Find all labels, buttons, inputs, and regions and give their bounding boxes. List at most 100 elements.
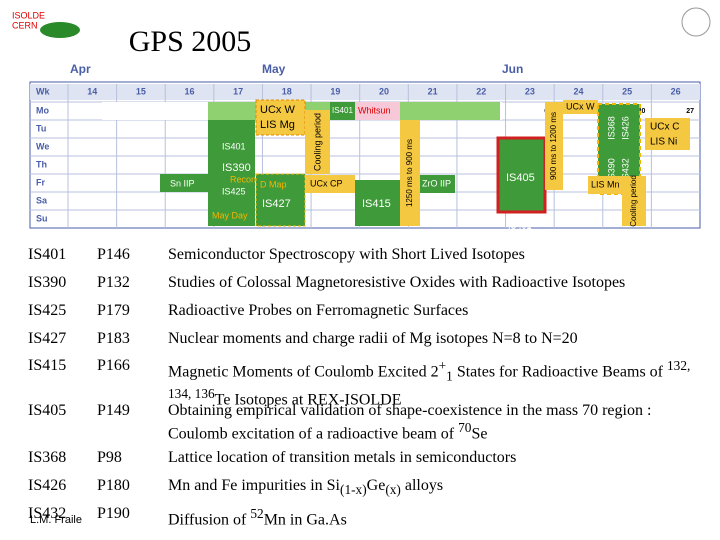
text: Magnetic Moments of Coulomb Excited 2	[168, 363, 439, 381]
footer: L.M. Fraile	[30, 514, 82, 526]
proposal: P190	[97, 505, 130, 522]
block-label: LIS Ni	[650, 137, 677, 148]
block-label: Whitsun	[358, 105, 391, 115]
block-label: ZrO IIP	[422, 178, 451, 188]
week-number: 20	[379, 86, 389, 96]
block-label: UCx C	[650, 122, 679, 133]
block-label: IS401	[222, 141, 246, 151]
week-label: Wk	[36, 86, 50, 96]
description: Studies of Colossal Magnetoresistive Oxi…	[168, 274, 698, 291]
text: States for Radioactive Beams of	[452, 363, 667, 381]
logo-box	[10, 12, 56, 26]
text: Nuclear moments and charge radii of Mg i…	[168, 330, 578, 347]
block-label: IS368	[606, 116, 616, 140]
experiment: IS368	[28, 449, 67, 466]
logo-text: CERN	[12, 20, 38, 30]
text: Radioactive Probes on Ferromagnetic Surf…	[168, 302, 469, 319]
block-label: IS426	[620, 116, 630, 140]
block	[305, 110, 330, 174]
month-label: Jun	[502, 62, 523, 76]
experiment: IS390	[28, 274, 67, 291]
experiment: IS425	[28, 302, 67, 319]
block	[563, 100, 598, 114]
superscript: 70	[458, 420, 472, 435]
week-number: 25	[622, 86, 632, 96]
date-label: 20	[638, 108, 646, 115]
block-label: IS401	[332, 106, 353, 115]
text: Mn and Fe impurities in Si	[168, 477, 340, 494]
block	[545, 102, 563, 190]
superscript: +	[438, 358, 447, 373]
proposal: P146	[97, 246, 130, 263]
block	[645, 118, 690, 150]
day-label: Sa	[36, 195, 48, 205]
block-label: UCx W	[260, 104, 295, 116]
block-label: IS427	[262, 198, 291, 210]
superscript: 52	[250, 506, 264, 521]
block	[355, 102, 400, 120]
experiment: IS427	[28, 330, 67, 347]
block	[588, 176, 622, 194]
text: Ge	[366, 477, 386, 494]
block	[255, 99, 306, 136]
block-label: LIS Mg	[260, 119, 295, 131]
text: Se	[471, 425, 488, 443]
week-number: 22	[476, 86, 486, 96]
experiment: IS415	[28, 357, 67, 374]
block-label: IS425	[222, 186, 246, 196]
block	[330, 102, 355, 120]
proposal: P180	[97, 477, 130, 494]
schedule: ISOLDE CERN GPS 2005 AprMayJunWk14415111…	[10, 7, 711, 230]
block-label: IS390	[222, 162, 251, 174]
proposal: P149	[97, 402, 130, 419]
week-number: 26	[671, 86, 681, 96]
text: alloys	[400, 477, 444, 494]
logo-right	[681, 7, 711, 37]
text: Lattice location of transition metals in…	[168, 449, 517, 466]
block	[622, 176, 646, 226]
block	[160, 174, 208, 192]
proposal: P98	[97, 449, 122, 466]
block	[305, 175, 355, 193]
month-label: Apr	[70, 62, 91, 76]
date-label: 27	[686, 108, 694, 115]
superscript: 132, 134, 136	[168, 358, 691, 401]
block	[496, 136, 547, 214]
block-label: D Map	[260, 179, 287, 189]
block-label: Cooling period	[629, 175, 638, 227]
logo-shape	[40, 22, 80, 38]
day-label: Mo	[36, 105, 49, 115]
day-label: Th	[36, 159, 47, 169]
subscript: 1	[446, 368, 453, 384]
block-label: LIS Mn	[591, 179, 620, 189]
description: Mn and Fe impurities in Si(1-x)Ge(x) all…	[168, 477, 698, 498]
experiment: IS405	[28, 402, 67, 419]
text: Studies of Colossal Magnetoresistive Oxi…	[168, 274, 626, 291]
experiment: IS432	[28, 505, 67, 522]
week-number: 15	[136, 86, 146, 96]
day-label: We	[36, 141, 49, 151]
block-label: UCx W	[566, 101, 595, 111]
week-number: 18	[282, 86, 292, 96]
description: Diffusion of 52Mn in Ga.As	[168, 505, 698, 528]
description: Lattice location of transition metals in…	[168, 449, 698, 466]
block-label: UCx CP	[310, 178, 343, 188]
day-label: Su	[36, 213, 48, 223]
block-label: IS405	[506, 172, 535, 184]
week-number: 23	[525, 86, 535, 96]
description: Obtaining empirical validation of shape-…	[168, 402, 698, 442]
block-label: May Day	[212, 210, 248, 220]
proposal: P166	[97, 357, 130, 374]
week-row	[30, 84, 700, 100]
proposal: P132	[97, 274, 130, 291]
week-number: 16	[185, 86, 195, 96]
block-label: IS415	[362, 198, 391, 210]
text: Te Isotopes at REX-ISOLDE	[214, 390, 402, 408]
day-label: Tu	[36, 123, 46, 133]
description: Magnetic Moments of Coulomb Excited 2+1 …	[168, 357, 698, 408]
block	[255, 173, 306, 227]
block-label: IS401	[508, 220, 532, 230]
block	[208, 120, 255, 226]
week-number: 19	[330, 86, 340, 96]
